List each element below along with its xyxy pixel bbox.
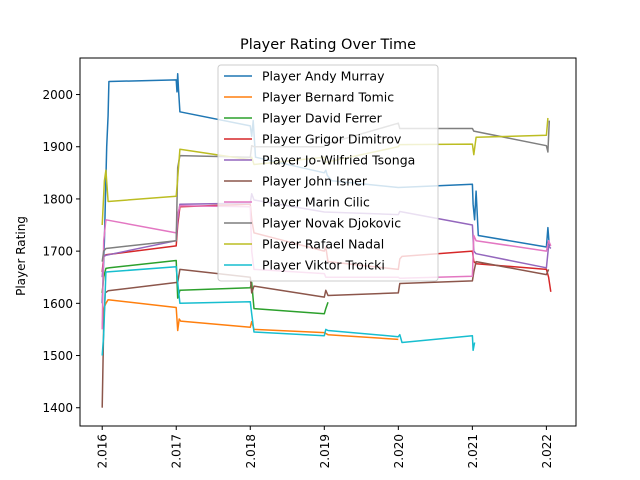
x-tick-label: 2.018	[244, 434, 258, 468]
y-tick-label: 1400	[42, 401, 73, 415]
legend: Player Andy Murray Player Bernard Tomic Pl…	[217, 64, 439, 282]
y-tick-label: 2000	[42, 88, 73, 102]
x-tick-label: 2.016	[96, 434, 110, 468]
legend-label: Player Marin Cilic	[262, 195, 370, 210]
legend-label: Player Grigor Dimitrov	[262, 132, 402, 147]
y-tick-label: 1600	[42, 297, 73, 311]
legend-label: Player Novak Djokovic	[262, 216, 401, 231]
legend-label: Player Bernard Tomic	[262, 90, 394, 105]
series-line-player-viktor-troicki	[101, 266, 476, 356]
legend-label: Player Andy Murray	[262, 69, 385, 84]
y-tick-label: 1900	[42, 140, 73, 154]
legend-label: Player Jo-Wilfried Tsonga	[262, 153, 415, 168]
legend-box	[217, 64, 439, 282]
x-tick-label: 2.020	[392, 434, 406, 468]
series-line-player-bernard-tomic	[101, 298, 399, 341]
y-axis: 1400 1500 1600 1700 1800 1900 2000	[42, 88, 80, 415]
x-tick-label: 2.022	[540, 434, 554, 468]
legend-label: Player David Ferrer	[262, 111, 383, 126]
y-axis-label: Player Rating	[14, 216, 28, 296]
y-tick-label: 1800	[42, 192, 73, 206]
x-tick-label: 2.021	[466, 434, 480, 468]
series-line-player-david-ferrer	[101, 259, 329, 315]
axes-frame	[79, 57, 577, 427]
y-tick-label: 1500	[42, 349, 73, 363]
series-line-player-john-isner	[101, 260, 550, 408]
x-tick-label: 2.017	[170, 434, 184, 468]
y-tick-label: 1700	[42, 245, 73, 259]
chart-title: Player Rating Over Time	[240, 37, 416, 53]
plot-area	[101, 72, 552, 408]
legend-label: Player Rafael Nadal	[262, 237, 384, 252]
legend-label: Player Viktor Troicki	[262, 258, 385, 273]
x-axis: 2.016 2.017 2.018 2.019 2.020 2.021 2.022	[96, 426, 554, 468]
legend-label: Player John Isner	[262, 174, 368, 189]
x-tick-label: 2.019	[318, 434, 332, 468]
